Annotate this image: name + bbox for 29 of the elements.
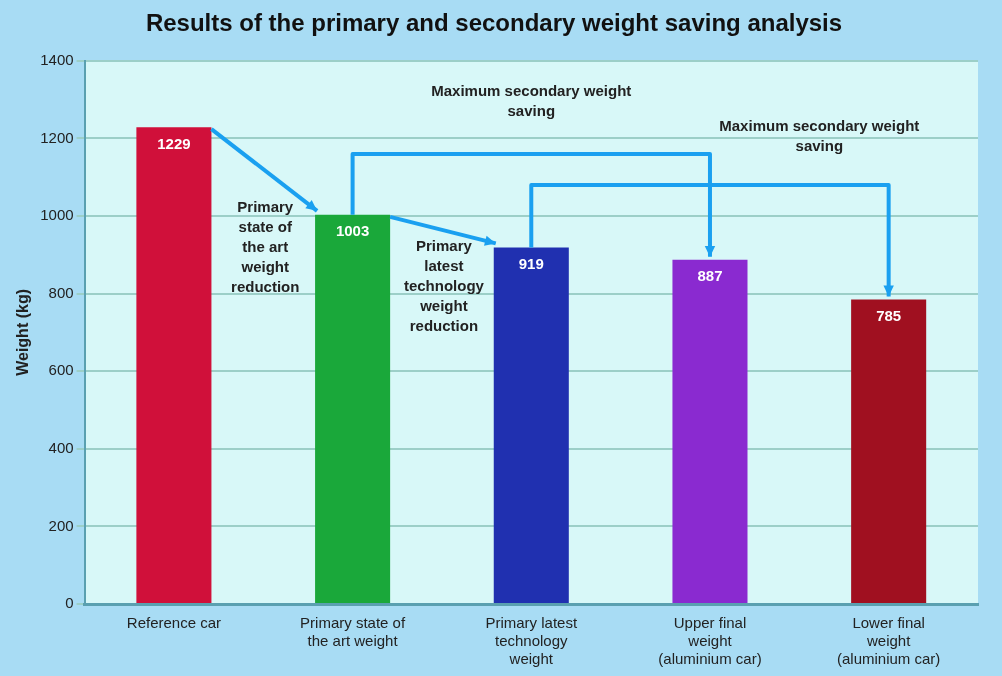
annotation: Maximum secondary weight saving <box>719 116 920 154</box>
chart-title: Results of the primary and secondary weight saving analysis <box>145 9 843 37</box>
y-tick-label: 800 <box>48 283 74 301</box>
y-tick-label: 1000 <box>40 206 74 224</box>
bar <box>672 259 748 603</box>
data-label: 785 <box>876 307 902 325</box>
y-tick-label: 1400 <box>40 50 74 68</box>
annotation: Primary state of the art weight reduction <box>231 198 300 296</box>
x-tick-label: Primary latest technology weight <box>485 614 578 668</box>
y-tick-label: 400 <box>48 438 74 456</box>
bar <box>493 247 569 603</box>
y-tick-label: 200 <box>48 516 74 534</box>
bar <box>851 299 927 603</box>
data-label: 1229 <box>157 134 191 152</box>
x-tick-label: Upper final weight (aluminium car) <box>658 614 762 668</box>
y-tick-label: 600 <box>48 361 74 379</box>
y-tick-label: 0 <box>65 594 74 612</box>
annotation: Maximum secondary weight saving <box>431 81 632 119</box>
data-label: 1003 <box>335 222 370 240</box>
x-tick-label: Lower final weight (aluminium car) <box>836 614 941 668</box>
y-tick-label: 1200 <box>40 128 74 146</box>
data-label: 919 <box>518 255 544 273</box>
x-tick-label: Primary state of the art weight <box>300 614 406 650</box>
x-tick-label: Reference car <box>126 614 222 632</box>
annotation: Primary latest technology weight reduction <box>403 236 485 334</box>
data-label: 887 <box>697 267 723 285</box>
bar <box>315 214 391 603</box>
bar <box>136 127 212 603</box>
y-axis-title: Weight (kg) <box>14 288 32 376</box>
